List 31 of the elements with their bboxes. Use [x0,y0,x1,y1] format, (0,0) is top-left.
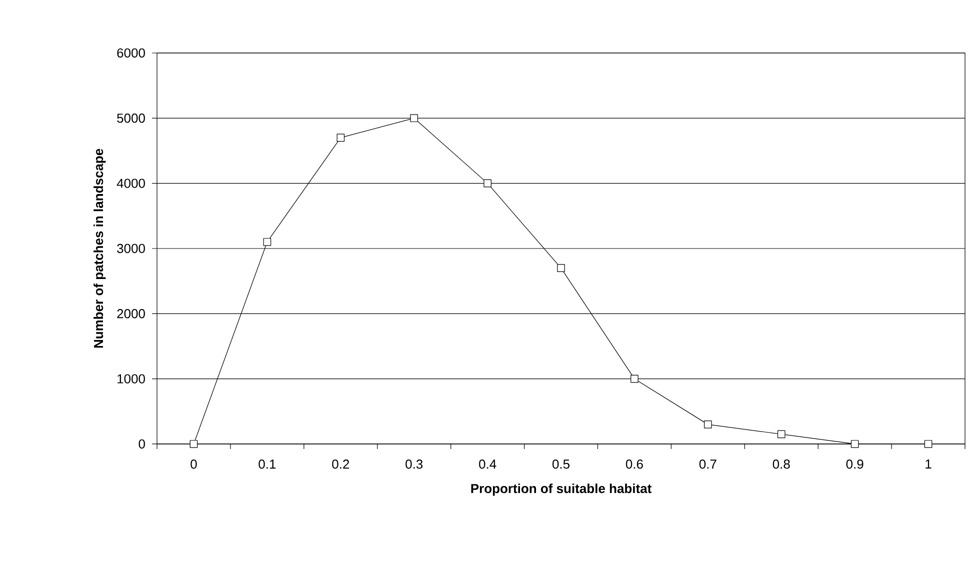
point [484,179,492,188]
point [777,430,786,438]
x-tick-label: 0.7 [699,460,716,469]
point [630,374,638,383]
x-tick-label: 0.6 [626,460,643,469]
x-tick-label: 0.9 [846,460,864,469]
y-tick-label: 1000 [118,374,145,384]
y-axis-title: Number of patches in landscape [94,148,106,348]
x-tick-label: 0.5 [552,460,570,469]
x-tick-label: 0.4 [479,460,496,469]
point [410,114,418,122]
point [924,440,932,448]
point [704,420,712,428]
x-tick-label: 0 [190,460,197,469]
point [190,440,198,448]
x-tick-label: 0.1 [258,460,276,469]
x-tick-label: 1 [926,460,932,468]
y-tick-label: 3000 [117,244,145,254]
y-tick-label: 0 [138,439,145,449]
point [850,440,859,448]
x-tick-label: 0.8 [772,460,790,469]
point [263,238,272,246]
x-tick-label: 0.2 [332,460,350,469]
point [336,134,345,142]
y-tick-label: 6000 [117,48,145,58]
y-tick-label: 4000 [116,178,145,188]
x-axis-title: Proportion of suitable habitat [471,484,652,496]
x-tick-label: 0.3 [406,460,423,469]
point [557,264,565,272]
y-tick-label: 5000 [117,114,145,123]
y-tick-label: 2000 [117,309,145,318]
